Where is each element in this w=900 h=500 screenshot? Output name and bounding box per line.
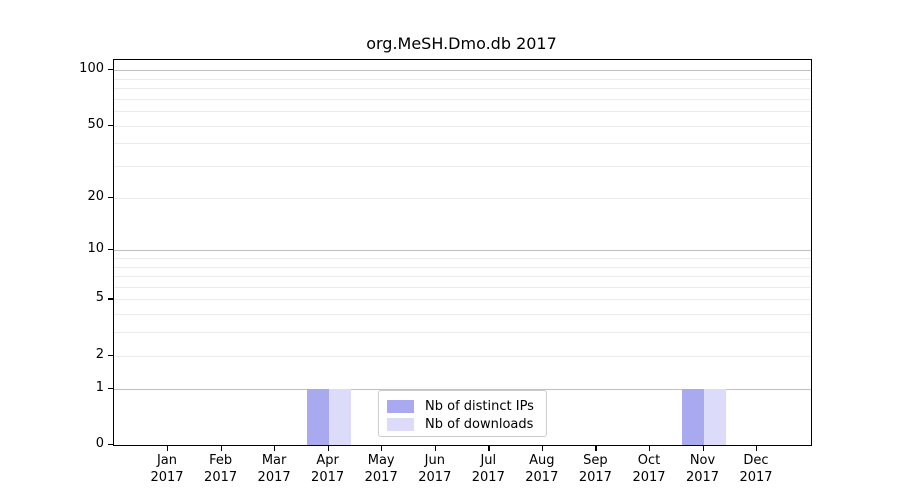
y-tick-label-100: 100 [79, 61, 104, 76]
x-tick-mark-sep [595, 446, 597, 451]
x-tick-label-jan: Jan 2017 [150, 453, 184, 485]
x-tick-mark-jan [167, 446, 169, 451]
gridline-1 [114, 388, 811, 390]
gridline-50 [114, 125, 811, 127]
y-tick-label-5: 5 [95, 290, 104, 306]
gridline-6 [114, 286, 811, 288]
y-tick-label-20: 20 [87, 188, 104, 204]
y-tick-label-10: 10 [87, 241, 104, 257]
y-tick-mark-2 [108, 354, 113, 356]
legend-swatch-downloads [387, 417, 414, 431]
x-tick-label-oct: Oct 2017 [632, 453, 666, 485]
x-tick-label-may: May 2017 [364, 453, 398, 485]
y-tick-mark-50 [108, 124, 113, 126]
gridline-40 [114, 143, 811, 145]
x-tick-label-aug: Aug 2017 [525, 453, 559, 485]
gridline-9 [114, 257, 811, 259]
legend-item-distinct-ips: Nb of distinct IPs [387, 397, 538, 415]
x-tick-label-apr: Apr 2017 [311, 453, 345, 485]
x-tick-mark-nov [702, 446, 704, 451]
x-tick-mark-dec [756, 446, 758, 451]
legend-item-downloads: Nb of downloads [387, 415, 538, 433]
gridline-100 [114, 70, 811, 71]
y-tick-label-50: 50 [87, 116, 104, 132]
y-tick-mark-0 [108, 444, 113, 446]
bar-distinct-ips-nov [681, 388, 704, 445]
x-tick-mark-jun [434, 446, 437, 451]
bar-distinct-ips-apr [306, 388, 329, 445]
y-tick-label-0: 0 [95, 436, 104, 451]
gridline-5 [114, 299, 811, 301]
y-tick-label-2: 2 [95, 346, 104, 362]
y-tick-mark-1 [108, 387, 113, 389]
y-tick-label-1: 1 [95, 379, 104, 395]
x-tick-mark-mar [274, 446, 276, 451]
bar-downloads-nov [703, 388, 726, 445]
gridline-80 [114, 87, 811, 89]
gridline-10 [114, 250, 811, 252]
x-tick-mark-oct [649, 446, 651, 451]
gridline-20 [114, 197, 811, 199]
gridline-4 [114, 314, 811, 316]
x-tick-label-sep: Sep 2017 [578, 453, 612, 485]
y-tick-mark-20 [108, 196, 113, 198]
gridline-3 [114, 332, 811, 334]
legend-swatch-distinct-ips [387, 399, 414, 413]
legend-label-distinct-ips: Nb of distinct IPs [425, 398, 534, 414]
chart-title: org.MeSH.Dmo.db 2017 [366, 34, 557, 53]
gridline-60 [114, 111, 811, 112]
x-tick-label-nov: Nov 2017 [685, 453, 720, 485]
gridline-30 [114, 166, 811, 167]
x-tick-label-jun: Jun 2017 [418, 453, 452, 485]
legend-label-downloads: Nb of downloads [425, 416, 534, 432]
x-tick-mark-jul [488, 446, 490, 451]
gridline-2 [114, 355, 811, 357]
x-tick-label-jul: Jul 2017 [471, 453, 505, 485]
x-tick-label-feb: Feb 2017 [204, 453, 238, 485]
y-tick-mark-100 [108, 69, 113, 71]
gridline-70 [114, 98, 811, 100]
gridline-90 [114, 78, 811, 80]
x-tick-label-mar: Mar 2017 [257, 453, 291, 485]
gridline-7 [114, 276, 811, 277]
gridline-8 [114, 266, 811, 268]
x-tick-label-dec: Dec 2017 [739, 453, 773, 485]
x-tick-mark-aug [541, 446, 544, 451]
x-tick-mark-may [381, 446, 383, 451]
y-tick-mark-5 [108, 298, 113, 300]
bar-downloads-apr [328, 388, 351, 445]
y-tick-mark-10 [108, 249, 113, 251]
x-tick-mark-feb [220, 446, 222, 451]
x-tick-mark-apr [327, 446, 329, 451]
legend: Nb of distinct IPs Nb of downloads [378, 390, 547, 437]
plot-area: Nb of distinct IPs Nb of downloads [113, 59, 812, 446]
